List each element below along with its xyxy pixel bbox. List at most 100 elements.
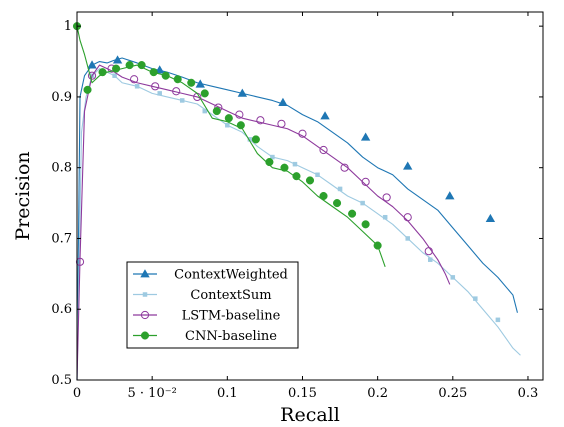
data-point-CNN-baseline-9 [187, 78, 196, 87]
legend-label-ContextWeighted: ContextWeighted [174, 268, 288, 283]
x-tick-label-0: 0 [73, 386, 81, 401]
data-point-ContextWeighted-7 [360, 132, 371, 141]
data-point-LSTM-baseline-15 [382, 193, 391, 202]
legend-marker-CNN-baseline [140, 331, 150, 340]
data-point-ContextSum-1 [112, 73, 117, 78]
data-point-ContextWeighted-1 [112, 55, 123, 64]
y-tick-label-2: 0.7 [51, 231, 72, 246]
series-line-ContextWeighted [76, 57, 518, 381]
series-CNN-baseline [72, 22, 386, 267]
series-line-LSTM-baseline [76, 64, 451, 381]
legend: ContextWeighted ContextSum LSTM-baseline CN… [126, 261, 299, 349]
legend-marker-ContextWeighted [140, 269, 150, 278]
data-point-ContextSum-5 [202, 108, 208, 114]
y-tick-label-0: 0.5 [51, 373, 72, 388]
data-point-ContextWeighted-9 [445, 191, 455, 200]
data-point-CNN-baseline-12 [224, 114, 233, 123]
data-point-CNN-baseline-5 [137, 61, 146, 70]
y-tick-label-5: 1 [64, 19, 72, 34]
legend-marker-LSTM-baseline [140, 310, 150, 320]
data-point-CNN-baseline-6 [149, 68, 158, 77]
data-point-LSTM-baseline-1 [87, 71, 97, 80]
data-point-ContextWeighted-2 [154, 65, 165, 74]
data-point-LSTM-baseline-5 [172, 87, 181, 96]
data-point-ContextSum-9 [292, 161, 298, 167]
data-point-CNN-baseline-11 [212, 107, 221, 116]
data-point-CNN-baseline-22 [361, 220, 370, 229]
legend-marker-ContextSum [142, 292, 148, 297]
x-axis-label: Recall [280, 404, 340, 426]
y-tick-label-3: 0.8 [51, 161, 72, 176]
x-tick-label-4: 0.2 [367, 386, 388, 401]
data-point-LSTM-baseline-16 [403, 213, 412, 222]
series-layer [72, 22, 521, 381]
data-point-ContextWeighted-5 [278, 97, 288, 106]
data-point-CNN-baseline-10 [200, 89, 209, 98]
data-point-ContextSum-8 [270, 154, 275, 160]
data-point-CNN-baseline-16 [280, 163, 289, 172]
data-point-LSTM-baseline-10 [277, 119, 286, 128]
data-point-LSTM-baseline-4 [151, 82, 160, 91]
data-point-ContextWeighted-4 [237, 88, 248, 97]
data-point-ContextSum-10 [315, 172, 320, 178]
data-point-CNN-baseline-8 [173, 75, 182, 84]
x-tick-label-3: 0.15 [288, 386, 317, 401]
data-point-ContextSum-3 [157, 91, 162, 96]
x-tick-label-6: 0.3 [518, 386, 539, 401]
y-tick-label-4: 0.9 [51, 90, 72, 105]
data-point-LSTM-baseline-3 [130, 75, 139, 84]
data-point-ContextWeighted-6 [320, 111, 330, 120]
data-point-ContextWeighted-3 [195, 79, 205, 88]
data-point-CNN-baseline-23 [373, 241, 382, 250]
data-point-CNN-baseline-18 [305, 176, 315, 185]
data-point-ContextSum-6 [225, 122, 230, 128]
legend-label-CNN-baseline: CNN-baseline [185, 329, 277, 344]
data-point-CNN-baseline-17 [292, 172, 301, 181]
x-tick-label-5: 0.25 [438, 386, 467, 401]
series-ContextWeighted [76, 55, 518, 381]
data-point-ContextSum-2 [134, 84, 140, 89]
data-point-ContextSum-11 [337, 186, 343, 192]
data-point-CNN-baseline-13 [236, 121, 245, 130]
y-tick-label-1: 0.6 [51, 302, 72, 317]
series-LSTM-baseline [75, 64, 451, 381]
data-point-LSTM-baseline-13 [340, 163, 349, 172]
data-point-CNN-baseline-2 [98, 68, 107, 77]
data-point-CNN-baseline-19 [319, 191, 328, 201]
x-tick-label-1: 5 · 10⁻² [128, 386, 177, 401]
data-point-ContextSum-14 [405, 236, 410, 241]
data-point-LSTM-baseline-8 [235, 110, 244, 119]
legend-label-LSTM-baseline: LSTM-baseline [182, 309, 281, 324]
data-point-LSTM-baseline-0 [75, 257, 85, 266]
data-point-LSTM-baseline-12 [319, 145, 328, 155]
data-point-LSTM-baseline-17 [424, 247, 433, 256]
data-point-CNN-baseline-15 [265, 157, 274, 167]
data-point-LSTM-baseline-14 [361, 177, 370, 186]
data-point-ContextSum-17 [473, 296, 478, 301]
data-point-ContextWeighted-8 [403, 161, 413, 170]
data-point-CNN-baseline-14 [251, 135, 260, 144]
x-tick-label-2: 0.1 [217, 386, 238, 401]
series-line-CNN-baseline [76, 26, 386, 267]
data-point-ContextWeighted-10 [485, 213, 496, 223]
data-point-ContextSum-12 [360, 200, 365, 206]
data-point-CNN-baseline-3 [112, 64, 121, 73]
data-point-ContextSum-18 [495, 317, 501, 323]
data-point-CNN-baseline-20 [333, 199, 342, 208]
series-ContextSum [76, 68, 521, 381]
legend-box [126, 261, 299, 349]
data-point-ContextSum-4 [179, 98, 185, 103]
data-point-CNN-baseline-7 [161, 71, 170, 80]
data-point-ContextSum-13 [382, 214, 388, 220]
data-point-LSTM-baseline-9 [256, 116, 265, 125]
data-point-ContextSum-15 [428, 257, 433, 262]
data-point-CNN-baseline-4 [125, 61, 134, 70]
plot-frame [76, 11, 544, 381]
y-axis-label: Precision [12, 151, 34, 240]
data-point-CNN-baseline-1 [83, 85, 92, 94]
ticks-layer: 0 5 · 10⁻² 0.1 0.15 0.2 0.25 0.3 0.5 0.6 0.7 0.8 0.… [51, 12, 543, 401]
data-point-ContextWeighted-0 [87, 60, 97, 69]
data-point-LSTM-baseline-11 [298, 129, 307, 138]
legend-label-ContextSum: ContextSum [190, 288, 271, 303]
